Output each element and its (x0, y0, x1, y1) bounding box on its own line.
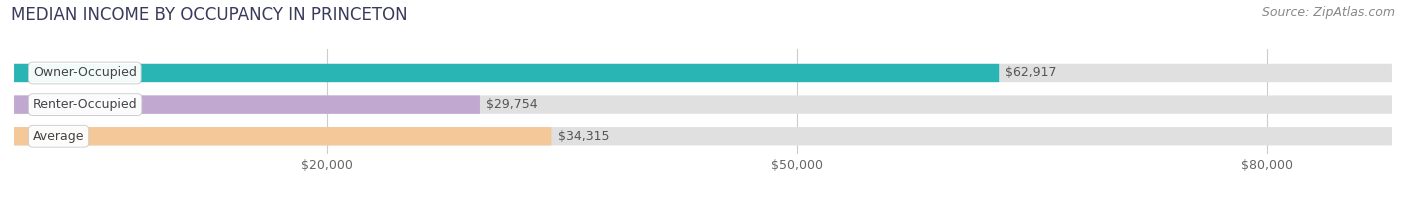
Text: MEDIAN INCOME BY OCCUPANCY IN PRINCETON: MEDIAN INCOME BY OCCUPANCY IN PRINCETON (11, 6, 408, 24)
Text: $62,917: $62,917 (1005, 66, 1057, 79)
Text: Owner-Occupied: Owner-Occupied (32, 66, 136, 79)
Text: Source: ZipAtlas.com: Source: ZipAtlas.com (1261, 6, 1395, 19)
Text: Renter-Occupied: Renter-Occupied (32, 98, 138, 111)
FancyBboxPatch shape (14, 64, 1392, 82)
FancyBboxPatch shape (14, 64, 1000, 82)
FancyBboxPatch shape (14, 127, 1392, 145)
FancyBboxPatch shape (14, 95, 479, 114)
FancyBboxPatch shape (14, 95, 1392, 114)
Text: $29,754: $29,754 (486, 98, 538, 111)
Text: Average: Average (32, 130, 84, 143)
Text: $34,315: $34,315 (558, 130, 609, 143)
FancyBboxPatch shape (14, 127, 551, 145)
